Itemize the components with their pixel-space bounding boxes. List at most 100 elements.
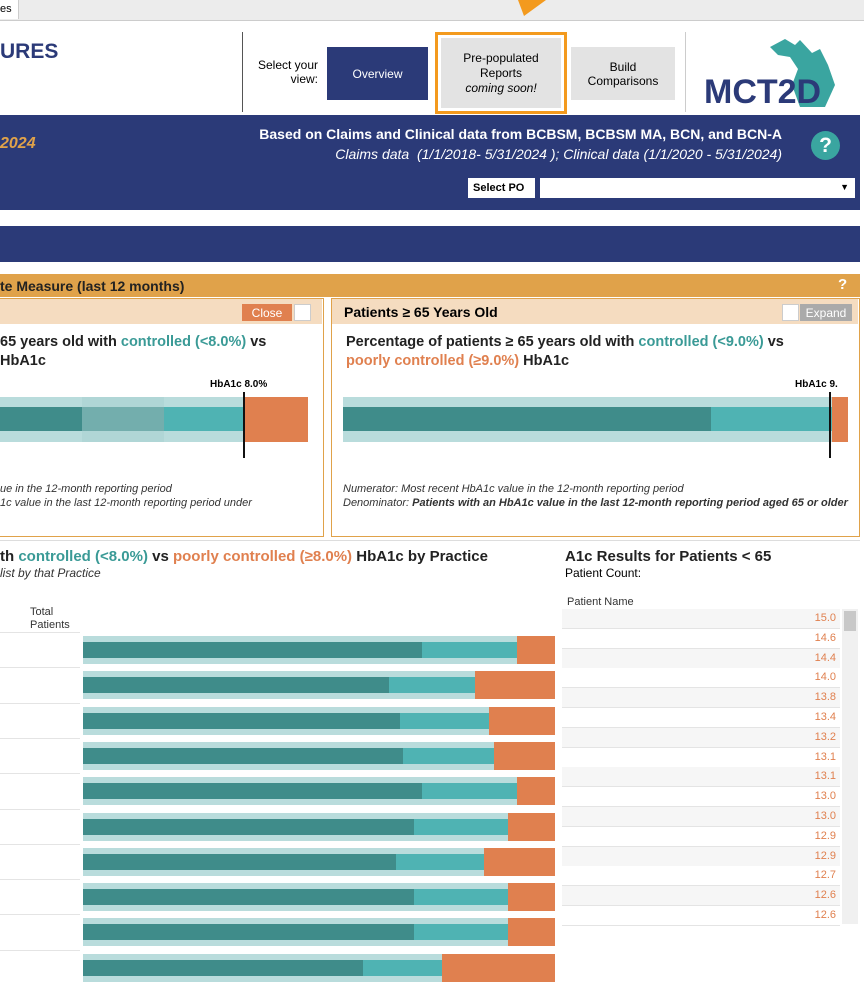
bar-controlled bbox=[83, 712, 489, 729]
bar-poor bbox=[474, 671, 555, 700]
text: poorly controlled (≥9.0%) bbox=[346, 353, 520, 369]
left-panel-title: 65 years old with controlled (<8.0%) vs H… bbox=[0, 333, 320, 371]
row-line bbox=[0, 737, 80, 739]
text: ue in the 12-month reporting period bbox=[0, 483, 172, 495]
result-row: 12.9 bbox=[562, 826, 840, 847]
result-value: 12.6 bbox=[814, 889, 836, 902]
result-value: 13.1 bbox=[814, 770, 836, 783]
text: controlled (<9.0%) bbox=[638, 334, 764, 350]
result-value: 13.2 bbox=[814, 730, 836, 743]
bar-poor bbox=[507, 812, 555, 841]
practice-title: th controlled (<8.0%) vs poorly controll… bbox=[0, 547, 488, 566]
target-line bbox=[829, 392, 831, 458]
text: vs bbox=[147, 548, 173, 565]
separator bbox=[242, 32, 243, 112]
result-value: 12.9 bbox=[814, 849, 836, 862]
row-line bbox=[0, 773, 80, 775]
right-notes: Numerator: Most recent HbA1c value in th… bbox=[343, 482, 856, 510]
tab-strip bbox=[0, 0, 864, 21]
bar-band bbox=[388, 677, 475, 694]
text: controlled (<8.0%) bbox=[18, 548, 148, 565]
logo: MCT2D bbox=[704, 39, 835, 110]
prepopulated-button[interactable]: Pre-populated Reports coming soon! bbox=[441, 38, 561, 108]
result-row: 13.1 bbox=[562, 747, 840, 768]
bar-controlled bbox=[83, 853, 485, 870]
text: controlled (<8.0%) bbox=[120, 334, 247, 350]
bar-poor bbox=[517, 636, 555, 664]
result-row: 12.7 bbox=[562, 866, 840, 887]
summary-bar bbox=[343, 397, 832, 442]
result-value: 13.0 bbox=[814, 790, 836, 803]
results-subtitle: Patient Count: bbox=[565, 566, 642, 580]
overview-button[interactable]: Overview bbox=[327, 47, 428, 100]
text: Numerator: bbox=[343, 483, 399, 495]
text: poorly controlled (≥8.0%) bbox=[172, 548, 353, 565]
bar-poor bbox=[488, 706, 555, 735]
measure-title: te Measure (last 12 months) bbox=[0, 278, 185, 294]
summary-bar bbox=[0, 397, 245, 442]
practice-section bbox=[0, 540, 860, 925]
text: Denominator: bbox=[343, 497, 410, 509]
close-button[interactable]: Close bbox=[242, 304, 292, 321]
banner-year: 2024 bbox=[0, 135, 36, 152]
result-value: 14.6 bbox=[814, 631, 836, 644]
bar-controlled bbox=[83, 818, 508, 835]
bar-controlled bbox=[83, 889, 508, 906]
text: 65 years old with bbox=[0, 334, 121, 350]
view-label: Select your view: bbox=[257, 58, 318, 86]
marker-label: HbA1c 9. bbox=[795, 379, 838, 390]
result-row: 13.2 bbox=[562, 727, 840, 748]
practice-subtitle: list by that Practice bbox=[0, 566, 101, 580]
bar-band bbox=[414, 818, 508, 835]
po-label: Select PO bbox=[468, 178, 535, 198]
bar-controlled bbox=[83, 677, 475, 694]
text: 1c value in the last 12-month reporting … bbox=[0, 497, 252, 509]
po-dropdown[interactable]: ▼ bbox=[540, 178, 855, 198]
panel-header-title: Patients ≥ 65 Years Old bbox=[344, 304, 498, 320]
result-value: 13.1 bbox=[814, 750, 836, 763]
text: Patients with an HbA1c value in the last… bbox=[409, 497, 848, 509]
row-line bbox=[0, 667, 80, 669]
text: Most recent HbA1c value in the 12-month … bbox=[398, 483, 684, 495]
coming-soon: coming soon! bbox=[465, 80, 537, 95]
build-comparisons-button[interactable]: Build Comparisons bbox=[571, 47, 675, 100]
text: Percentage of patients ≥ 65 years old wi… bbox=[346, 334, 639, 350]
tab[interactable]: es bbox=[0, 0, 19, 19]
bar-poor bbox=[507, 918, 555, 947]
help-button[interactable]: ? bbox=[811, 131, 840, 160]
expand-button[interactable]: Expand bbox=[800, 304, 852, 321]
measure-help[interactable]: ? bbox=[838, 276, 848, 293]
left-notes: ue in the 12-month reporting period 1c va… bbox=[0, 482, 320, 510]
bar-poor bbox=[517, 777, 555, 806]
button-label: Pre-populated Reports bbox=[463, 50, 539, 80]
result-row: 15.0 bbox=[562, 609, 840, 629]
bar-controlled bbox=[83, 783, 518, 800]
scrollbar[interactable] bbox=[842, 609, 858, 924]
row-line bbox=[0, 843, 80, 845]
toggle[interactable] bbox=[294, 304, 311, 321]
bar-band bbox=[414, 889, 508, 906]
result-value: 14.0 bbox=[814, 671, 836, 684]
result-row: 13.1 bbox=[562, 767, 840, 788]
result-value: 14.4 bbox=[814, 651, 836, 664]
bar-band bbox=[362, 959, 442, 976]
bar-band bbox=[395, 853, 485, 870]
separator bbox=[685, 32, 686, 112]
result-row: 14.6 bbox=[562, 628, 840, 649]
result-row: 12.6 bbox=[562, 906, 840, 926]
text: HbA1c by Practice bbox=[352, 548, 488, 565]
summary-bar-poor bbox=[245, 397, 308, 442]
bar-poor bbox=[493, 741, 555, 770]
bar-band bbox=[399, 712, 489, 729]
result-row: 13.8 bbox=[562, 688, 840, 709]
toggle[interactable] bbox=[782, 304, 799, 321]
results-list: 15.0 14.6 14.4 14.0 13.8 13.4 13.2 13.1 13.1 13.0… bbox=[562, 609, 840, 926]
row-line bbox=[0, 879, 80, 881]
result-value: 12.7 bbox=[814, 869, 836, 882]
text: th bbox=[0, 548, 19, 565]
column-header: Total Patients bbox=[30, 606, 70, 631]
result-value: 13.0 bbox=[814, 810, 836, 822]
marker-label: HbA1c 8.0% bbox=[210, 379, 268, 390]
result-value: 15.0 bbox=[814, 612, 836, 624]
row-line bbox=[0, 632, 80, 633]
